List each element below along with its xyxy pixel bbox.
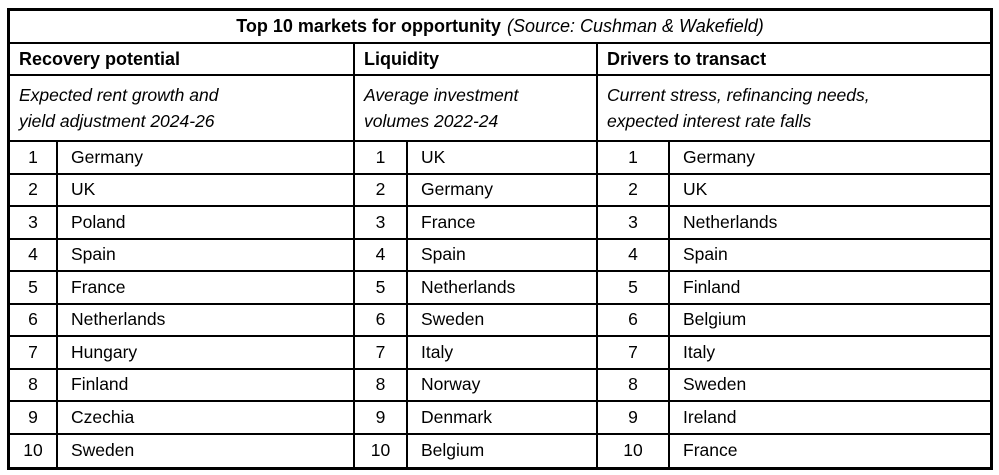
rank-cell: 6 xyxy=(10,304,58,337)
table-source-note: (Source: Cushman & Wakefield) xyxy=(506,16,764,36)
subtitle-line: yield adjustment 2024-26 xyxy=(19,111,215,131)
rank-cell: 5 xyxy=(10,272,58,305)
rank-cell: 7 xyxy=(598,337,670,370)
rank-cell: 4 xyxy=(10,239,58,272)
country-cell: Germany xyxy=(408,174,598,207)
country-cell: France xyxy=(408,207,598,240)
country-cell: Hungary xyxy=(58,337,355,370)
country-cell: Czechia xyxy=(58,402,355,435)
column-subtitle-drivers-to-transact: Current stress, refinancing needs, expec… xyxy=(598,76,990,142)
country-cell: Belgium xyxy=(670,304,990,337)
rank-cell: 2 xyxy=(598,174,670,207)
rank-cell: 10 xyxy=(10,434,58,467)
country-cell: Sweden xyxy=(408,304,598,337)
country-cell: Denmark xyxy=(408,402,598,435)
country-cell: Netherlands xyxy=(408,272,598,305)
column-header-drivers-to-transact: Drivers to transact xyxy=(598,44,990,76)
country-cell: Italy xyxy=(670,337,990,370)
country-cell: Spain xyxy=(58,239,355,272)
rank-cell: 3 xyxy=(355,207,408,240)
country-cell: Italy xyxy=(408,337,598,370)
table-title: Top 10 markets for opportunity xyxy=(236,16,501,36)
rank-cell: 9 xyxy=(355,402,408,435)
rank-cell: 7 xyxy=(10,337,58,370)
rank-cell: 10 xyxy=(598,434,670,467)
subtitle-line: Expected rent growth and xyxy=(19,85,219,105)
country-cell: Belgium xyxy=(408,434,598,467)
country-cell: Ireland xyxy=(670,402,990,435)
rank-cell: 1 xyxy=(598,142,670,175)
rank-cell: 8 xyxy=(355,369,408,402)
rank-cell: 3 xyxy=(598,207,670,240)
column-subtitle-liquidity: Average investment volumes 2022-24 xyxy=(355,76,598,142)
country-cell: UK xyxy=(408,142,598,175)
country-cell: Netherlands xyxy=(58,304,355,337)
country-cell: Spain xyxy=(670,239,990,272)
column-header-recovery-potential: Recovery potential xyxy=(10,44,355,76)
table-title-row: Top 10 markets for opportunity (Source: … xyxy=(10,11,990,44)
rank-cell: 3 xyxy=(10,207,58,240)
rank-cell: 8 xyxy=(598,369,670,402)
country-cell: Spain xyxy=(408,239,598,272)
rank-cell: 2 xyxy=(355,174,408,207)
country-cell: France xyxy=(670,434,990,467)
subtitle-line: Current stress, refinancing needs, xyxy=(607,85,870,105)
country-cell: Finland xyxy=(58,369,355,402)
rank-cell: 5 xyxy=(598,272,670,305)
country-cell: Sweden xyxy=(670,369,990,402)
rank-cell: 2 xyxy=(10,174,58,207)
country-cell: Poland xyxy=(58,207,355,240)
rank-cell: 9 xyxy=(598,402,670,435)
country-cell: Norway xyxy=(408,369,598,402)
rank-cell: 1 xyxy=(10,142,58,175)
country-cell: France xyxy=(58,272,355,305)
country-cell: Germany xyxy=(670,142,990,175)
country-cell: Finland xyxy=(670,272,990,305)
column-header-liquidity: Liquidity xyxy=(355,44,598,76)
rank-cell: 6 xyxy=(355,304,408,337)
rank-cell: 6 xyxy=(598,304,670,337)
rank-cell: 4 xyxy=(355,239,408,272)
rank-cell: 5 xyxy=(355,272,408,305)
rankings-grid: Recovery potential Liquidity Drivers to … xyxy=(10,44,990,467)
subtitle-line: volumes 2022-24 xyxy=(364,111,499,131)
subtitle-line: Average investment xyxy=(364,85,519,105)
opportunity-table: Top 10 markets for opportunity (Source: … xyxy=(7,8,993,470)
country-cell: Germany xyxy=(58,142,355,175)
rank-cell: 1 xyxy=(355,142,408,175)
country-cell: Sweden xyxy=(58,434,355,467)
country-cell: UK xyxy=(670,174,990,207)
country-cell: Netherlands xyxy=(670,207,990,240)
rank-cell: 10 xyxy=(355,434,408,467)
column-subtitle-recovery-potential: Expected rent growth and yield adjustmen… xyxy=(10,76,355,142)
rank-cell: 4 xyxy=(598,239,670,272)
rank-cell: 7 xyxy=(355,337,408,370)
country-cell: UK xyxy=(58,174,355,207)
rank-cell: 8 xyxy=(10,369,58,402)
subtitle-line: expected interest rate falls xyxy=(607,111,812,131)
rank-cell: 9 xyxy=(10,402,58,435)
